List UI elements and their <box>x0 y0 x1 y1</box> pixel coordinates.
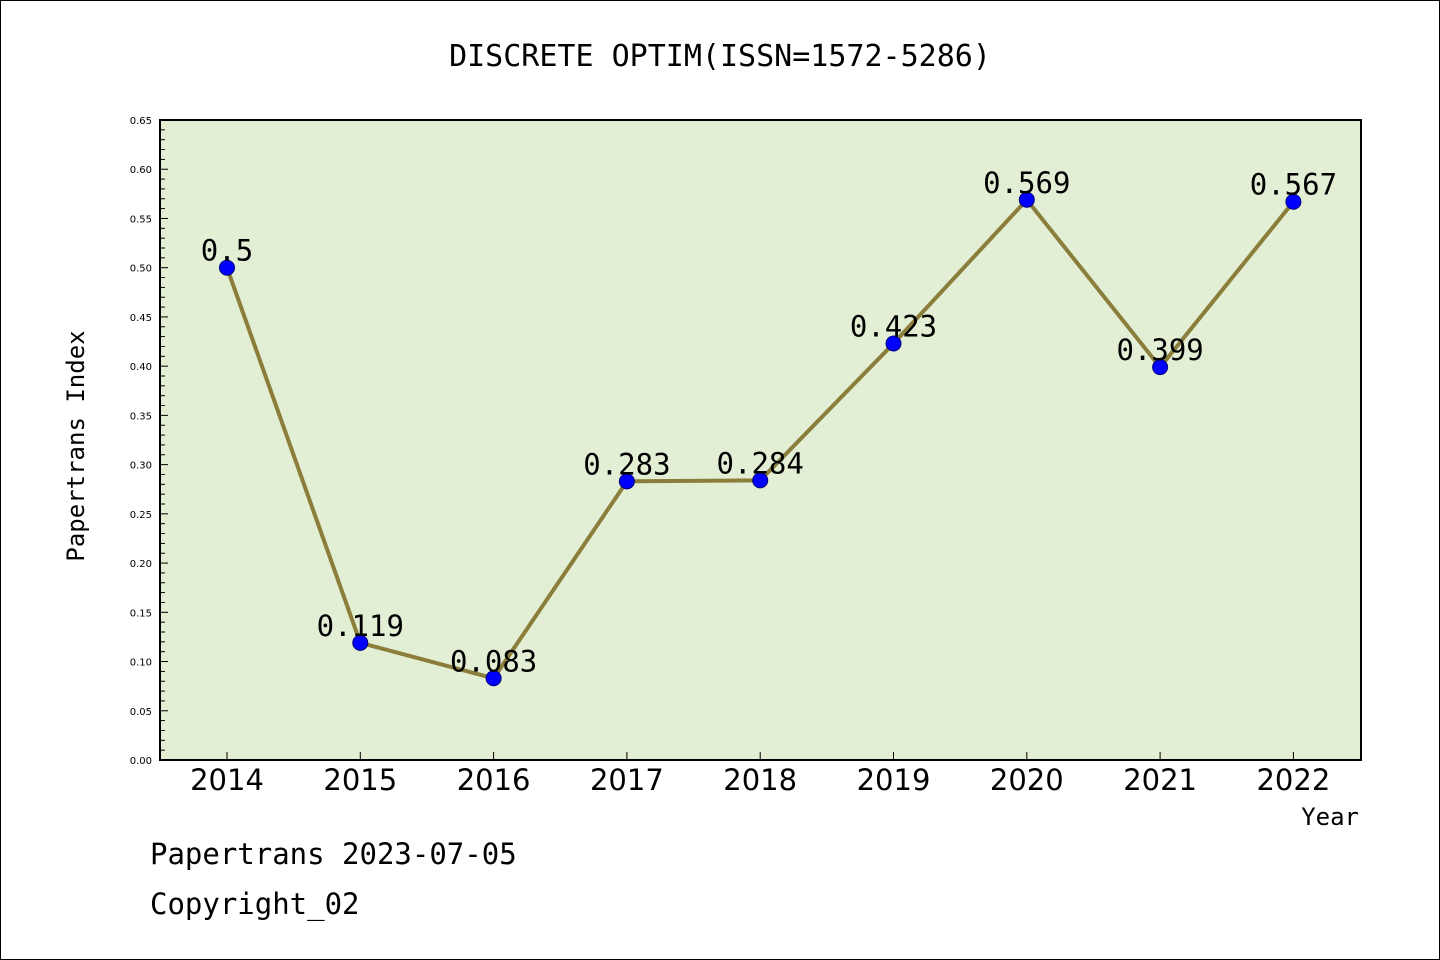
plot-area <box>159 119 1362 761</box>
data-point <box>1285 193 1302 210</box>
data-label: 0.569 <box>983 166 1070 200</box>
data-point <box>485 670 502 687</box>
data-label: 0.567 <box>1250 168 1337 202</box>
data-point <box>352 634 369 651</box>
y-tick-label: 0.50 <box>130 264 152 275</box>
data-point <box>618 473 635 490</box>
y-tick-label: 0.60 <box>130 165 152 176</box>
x-tick-label: 2015 <box>323 763 397 797</box>
y-tick-label: 0.30 <box>130 461 152 472</box>
y-tick-label: 0.65 <box>130 116 152 127</box>
y-tick-label: 0.10 <box>130 658 152 669</box>
data-label: 0.284 <box>717 446 804 480</box>
y-tick-label: 0.55 <box>130 214 152 225</box>
y-tick-label: 0.25 <box>130 510 152 521</box>
footer-copyright: Copyright_02 <box>150 887 360 922</box>
footer-date: Papertrans 2023-07-05 <box>150 837 517 871</box>
data-point <box>1152 359 1169 376</box>
x-tick-label: 2021 <box>1123 763 1197 797</box>
data-point <box>885 335 902 352</box>
y-tick-label: 0.45 <box>130 313 152 324</box>
x-tick-label: 2022 <box>1256 763 1330 797</box>
x-tick-label: 2017 <box>590 763 664 797</box>
data-label: 0.423 <box>850 310 937 344</box>
chart-title: DISCRETE OPTIM(ISSN=1572-5286) <box>449 39 991 74</box>
x-tick-label: 2020 <box>990 763 1064 797</box>
data-label: 0.083 <box>450 644 537 678</box>
y-tick-label: 0.15 <box>130 608 152 619</box>
y-axis-label: Papertrans Index <box>62 330 90 561</box>
y-tick-label: 0.40 <box>130 362 152 373</box>
data-point <box>1018 191 1035 208</box>
y-axis: 0.00 0.05 0.10 0.15 0.20 0.25 0.30 0.35 0.40 0.45… <box>130 116 168 767</box>
x-tick-label: 2019 <box>857 763 931 797</box>
series-markers <box>219 191 1302 687</box>
y-tick-label: 0.20 <box>130 559 152 570</box>
data-point <box>219 259 235 276</box>
y-tick-label: 0.05 <box>130 707 152 718</box>
data-point <box>752 472 769 489</box>
data-label: 0.119 <box>317 609 404 643</box>
x-tick-label: 2016 <box>457 763 531 797</box>
data-label: 0.283 <box>583 447 670 481</box>
x-tick-label: 2014 <box>190 763 264 797</box>
y-tick-label: 0.00 <box>130 756 152 767</box>
data-label: 0.399 <box>1116 333 1203 367</box>
y-tick-label: 0.35 <box>130 411 152 422</box>
data-labels: 0.5 0.119 0.083 0.283 0.284 0.423 0.569 0.399 0.… <box>201 166 1337 679</box>
x-axis: 2014 2015 2016 2017 2018 2019 2020 2021 2022 <box>190 752 1330 797</box>
x-tick-label: 2018 <box>723 763 797 797</box>
x-axis-label: Year <box>1301 803 1359 831</box>
data-label: 0.5 <box>201 234 253 268</box>
